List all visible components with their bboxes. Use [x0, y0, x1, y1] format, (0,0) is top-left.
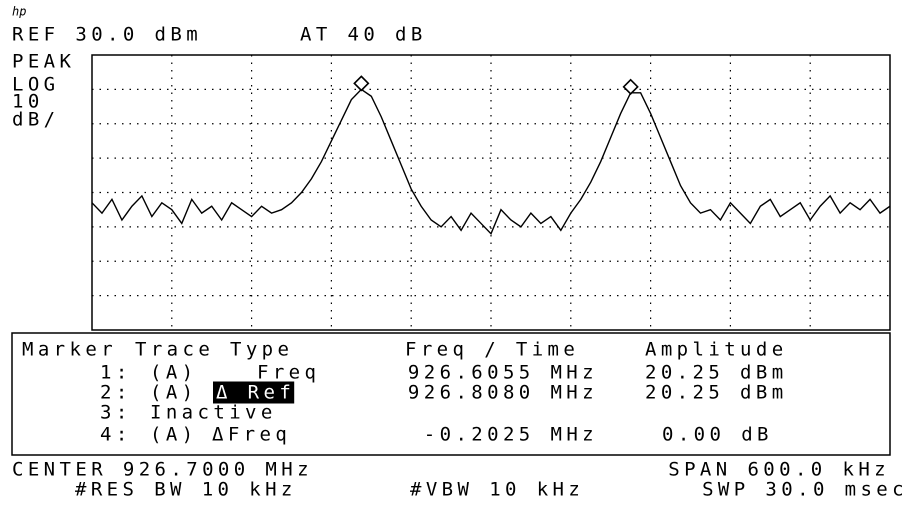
column-header: Amplitude — [645, 339, 788, 361]
marker-amplitude: 20.25 dBm — [645, 362, 788, 384]
video-bandwidth: #VBW 10 kHz — [410, 479, 584, 501]
marker-number: 4: — [100, 424, 132, 446]
trace — [91, 88, 891, 236]
reference-level: REF 30.0 dBm — [12, 24, 202, 46]
marker-diamond — [353, 75, 370, 92]
resolution-bandwidth: #RES BW 10 kHz — [75, 479, 297, 501]
column-header: Type — [230, 339, 293, 361]
marker-type: Δ Ref — [216, 382, 295, 404]
center-frequency: CENTER 926.7000 MHz — [12, 459, 313, 481]
sweep-time: SWP 30.0 msec — [702, 479, 908, 501]
marker-type: ΔFreq — [212, 424, 291, 446]
marker-table — [11, 332, 891, 456]
marker-number: 3: — [100, 402, 132, 424]
side-label: dB/ — [12, 109, 60, 131]
marker-frequency: -0.2025 MHz — [424, 424, 598, 446]
marker-amplitude: 0.00 dB — [662, 424, 773, 446]
marker-frequency: 926.6055 MHz — [408, 362, 598, 384]
vertical-grid — [171, 55, 811, 330]
logo: hp — [12, 5, 26, 19]
column-header: Marker — [22, 339, 117, 361]
marker-amplitude: 20.25 dBm — [645, 382, 788, 404]
side-label: 10 — [12, 91, 44, 113]
marker-trace: (A) — [150, 362, 198, 384]
column-header: Freq / Time — [405, 339, 579, 361]
marker-frequency: 926.8080 MHz — [408, 382, 598, 404]
marker-number: 1: — [100, 362, 132, 384]
side-label: PEAK — [12, 51, 75, 73]
marker-type: Inactive — [150, 402, 277, 424]
side-label: LOG — [12, 74, 60, 96]
marker-diamond — [622, 78, 639, 95]
marker-type: Freq — [257, 362, 320, 384]
marker-trace: (A) — [150, 424, 198, 446]
marker-number: 2: — [100, 382, 132, 404]
attenuation: AT 40 dB — [300, 24, 427, 46]
highlight — [213, 381, 295, 404]
marker-trace: (A) — [150, 382, 198, 404]
column-header: Trace — [135, 339, 214, 361]
span: SPAN 600.0 kHz — [668, 459, 890, 481]
